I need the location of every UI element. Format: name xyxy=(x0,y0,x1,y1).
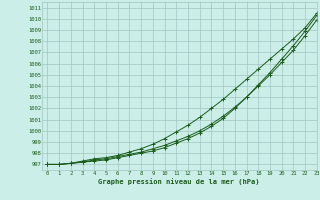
X-axis label: Graphe pression niveau de la mer (hPa): Graphe pression niveau de la mer (hPa) xyxy=(99,178,260,185)
